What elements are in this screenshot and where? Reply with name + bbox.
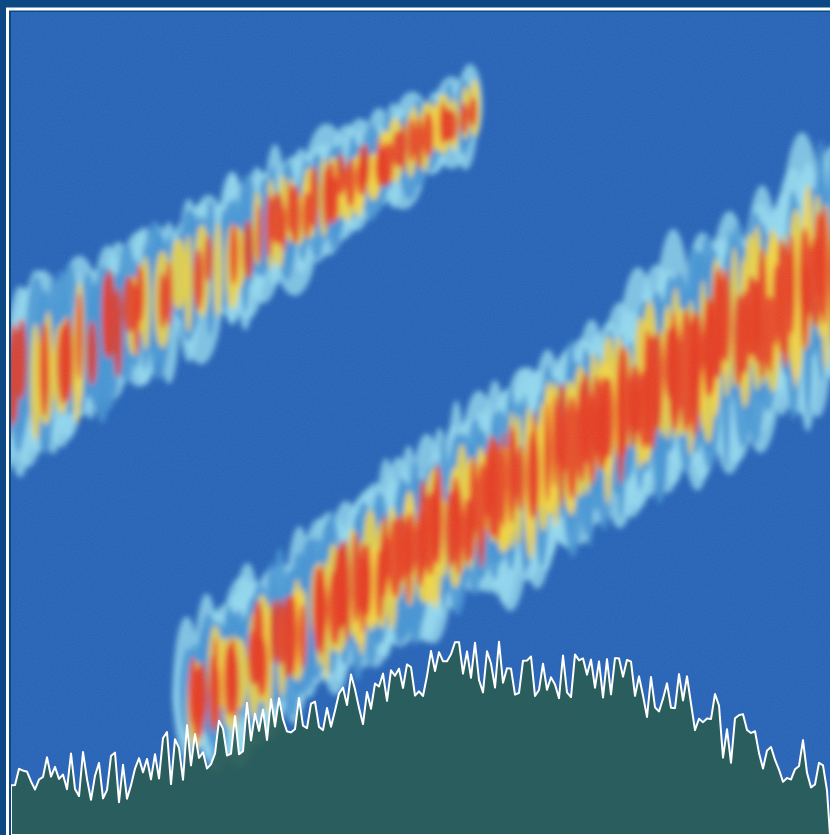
field — [0, 12, 830, 835]
